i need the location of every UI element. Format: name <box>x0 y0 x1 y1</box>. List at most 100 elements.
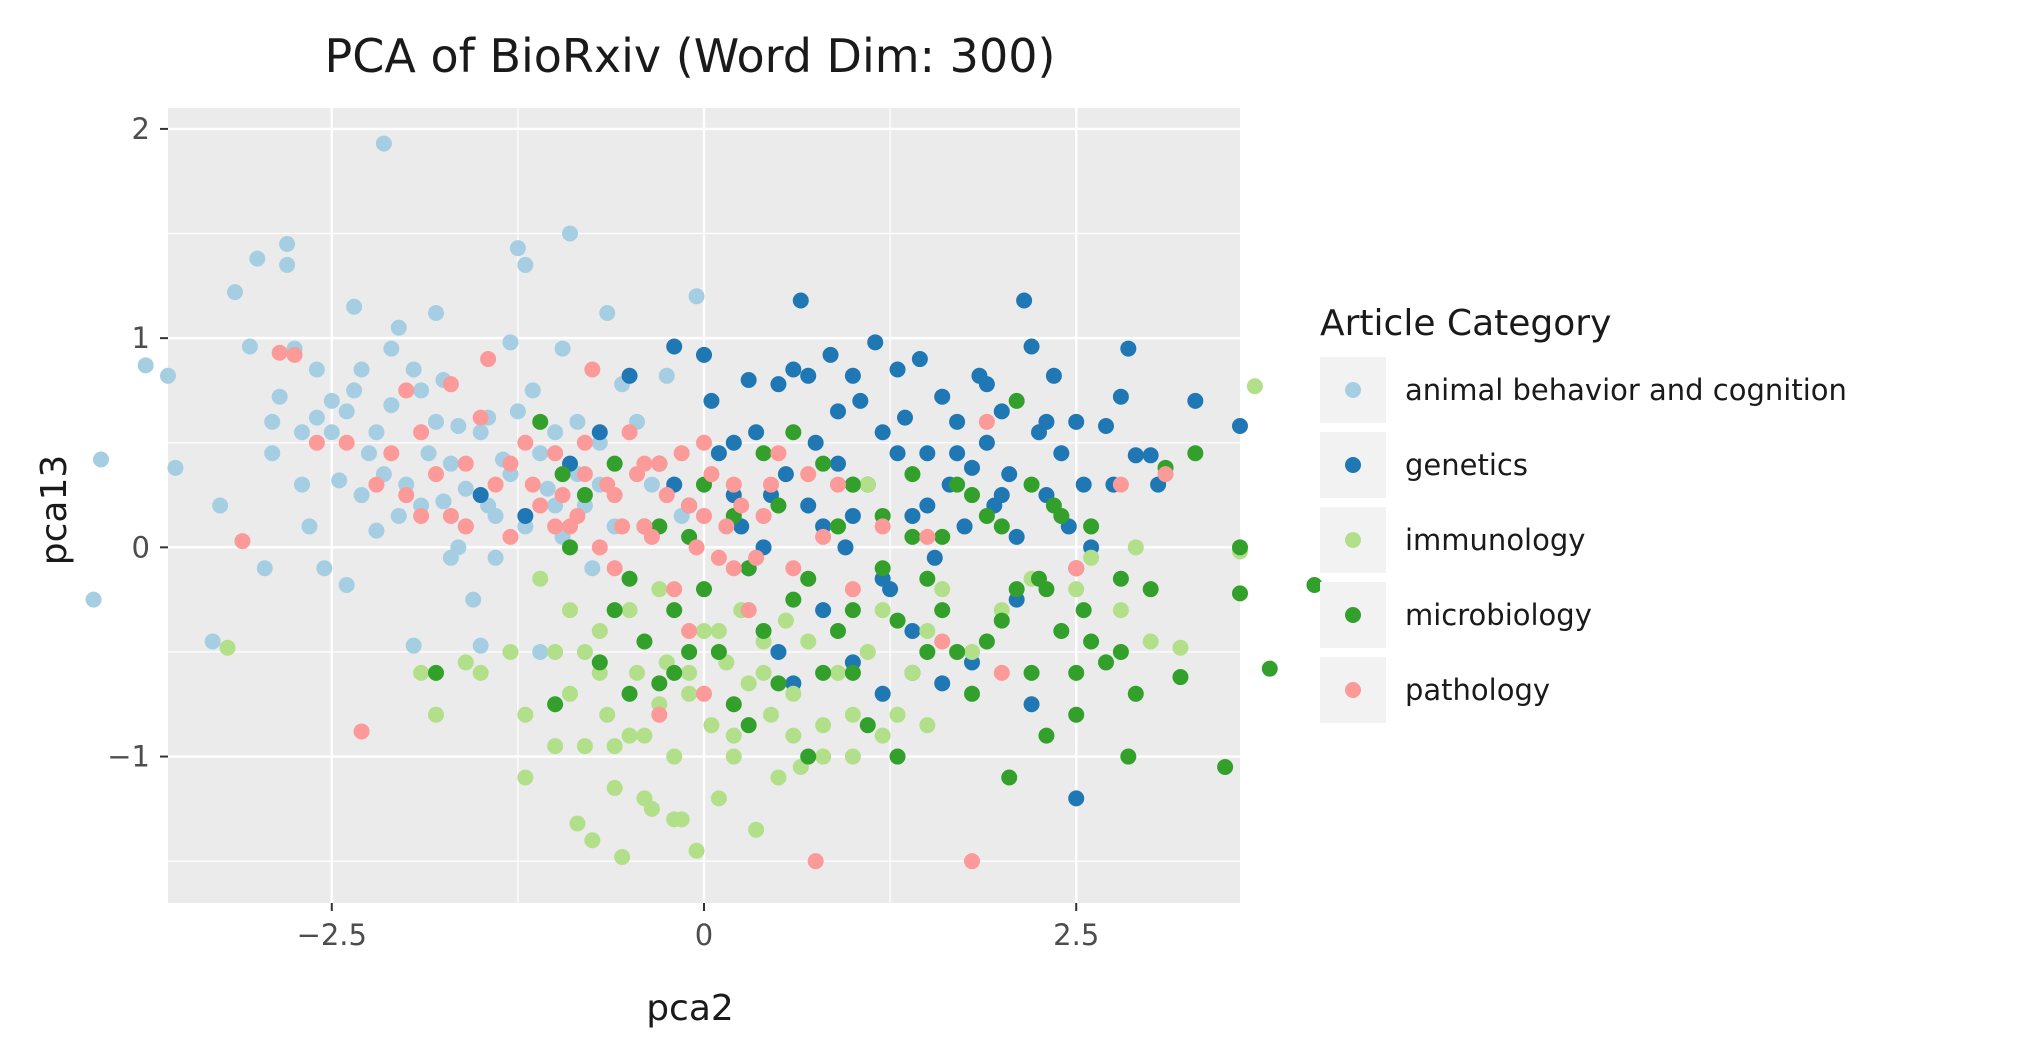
point-immunology <box>472 664 489 681</box>
point-genetics <box>964 459 980 476</box>
point-microbiology <box>1023 664 1040 681</box>
point-microbiology <box>844 476 861 493</box>
legend-label-animal-behavior-and-cognition: animal behavior and cognition <box>1405 373 1847 407</box>
point-genetics <box>897 409 913 426</box>
point-immunology <box>696 623 712 640</box>
point-genetics <box>830 403 846 420</box>
point-genetics <box>748 424 765 441</box>
point-pathology <box>725 560 742 577</box>
point-animal-behavior-and-cognition <box>316 560 333 577</box>
point-pathology <box>763 476 779 493</box>
point-pathology <box>368 476 385 493</box>
point-pathology <box>383 445 400 462</box>
point-genetics <box>949 413 966 430</box>
point-microbiology <box>1023 476 1040 493</box>
point-genetics <box>815 602 832 619</box>
point-animal-behavior-and-cognition <box>308 409 325 426</box>
point-immunology <box>919 623 936 640</box>
point-microbiology <box>696 581 712 598</box>
point-immunology <box>584 832 601 849</box>
point-microbiology <box>547 696 564 713</box>
point-microbiology <box>1232 539 1248 556</box>
point-immunology <box>800 633 817 650</box>
legend-swatch-microbiology <box>1345 607 1361 623</box>
point-microbiology <box>1008 581 1025 598</box>
point-microbiology <box>815 664 832 681</box>
point-immunology <box>681 664 698 681</box>
point-animal-behavior-and-cognition <box>338 577 355 593</box>
point-immunology <box>457 654 474 671</box>
point-microbiology <box>621 570 638 587</box>
point-genetics <box>852 392 869 409</box>
point-immunology <box>1172 639 1189 656</box>
point-microbiology <box>755 623 772 640</box>
point-animal-behavior-and-cognition <box>643 476 660 493</box>
point-pathology <box>532 497 549 514</box>
point-immunology <box>830 664 846 681</box>
point-genetics <box>472 487 489 504</box>
x-axis: −2.5 0 2.5 <box>297 903 1099 952</box>
point-genetics <box>591 424 608 441</box>
point-animal-behavior-and-cognition <box>584 560 601 577</box>
point-animal-behavior-and-cognition <box>547 424 564 441</box>
point-pathology <box>428 466 444 483</box>
point-microbiology <box>830 518 846 535</box>
point-animal-behavior-and-cognition <box>353 487 370 504</box>
point-genetics <box>904 623 921 640</box>
point-pathology <box>800 466 817 483</box>
point-microbiology <box>636 633 653 650</box>
point-animal-behavior-and-cognition <box>457 480 474 497</box>
point-genetics <box>867 334 884 351</box>
point-pathology <box>681 497 698 514</box>
point-microbiology <box>1172 669 1189 686</box>
point-animal-behavior-and-cognition <box>688 288 705 305</box>
point-pathology <box>807 853 824 870</box>
point-genetics <box>710 445 727 462</box>
point-pathology <box>703 466 720 483</box>
point-microbiology <box>1083 518 1100 535</box>
point-microbiology <box>934 602 951 619</box>
point-pathology <box>584 361 601 378</box>
point-animal-behavior-and-cognition <box>279 256 296 273</box>
point-genetics <box>1068 413 1085 430</box>
point-pathology <box>547 518 564 535</box>
point-pathology <box>517 434 534 451</box>
point-microbiology <box>606 602 623 619</box>
point-pathology <box>844 581 861 598</box>
point-animal-behavior-and-cognition <box>241 338 258 355</box>
y-tick-label: −1 <box>107 740 150 774</box>
point-pathology <box>234 533 251 550</box>
point-pathology <box>308 434 325 451</box>
point-genetics <box>926 549 943 566</box>
point-microbiology <box>1068 664 1085 681</box>
point-pathology <box>725 476 742 493</box>
point-pathology <box>651 455 668 472</box>
point-animal-behavior-and-cognition <box>331 472 348 489</box>
point-immunology <box>547 643 564 660</box>
point-immunology <box>844 748 861 765</box>
point-pathology <box>621 424 638 441</box>
point-genetics <box>703 392 720 409</box>
point-immunology <box>621 727 638 744</box>
point-animal-behavior-and-cognition <box>301 518 318 535</box>
point-genetics <box>1098 418 1114 434</box>
point-microbiology <box>681 643 698 660</box>
point-immunology <box>710 790 727 807</box>
chart-title: PCA of BioRxiv (Word Dim: 300) <box>325 29 1056 83</box>
point-pathology <box>442 507 459 524</box>
point-genetics <box>1068 790 1085 807</box>
y-tick-label: 1 <box>132 321 150 355</box>
point-pathology <box>554 487 571 504</box>
point-microbiology <box>904 528 921 545</box>
point-pathology <box>398 487 415 504</box>
point-genetics <box>919 445 936 462</box>
point-immunology <box>576 643 593 660</box>
point-immunology <box>859 476 876 493</box>
point-genetics <box>1120 340 1137 357</box>
point-animal-behavior-and-cognition <box>532 643 549 660</box>
point-pathology <box>569 507 586 524</box>
point-immunology <box>666 748 683 765</box>
point-microbiology <box>934 528 951 545</box>
point-pathology <box>993 664 1010 681</box>
point-immunology <box>874 602 891 619</box>
